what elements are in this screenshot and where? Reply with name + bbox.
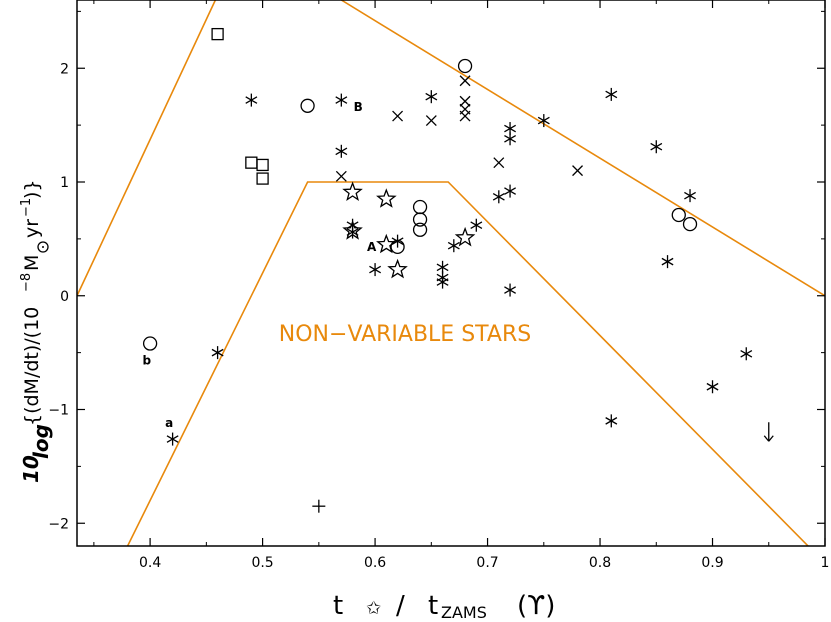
point-asterisk: [504, 132, 517, 146]
y-tick-label: −1: [48, 403, 69, 419]
point-asterisk: [436, 275, 449, 289]
point-square: [211, 27, 224, 41]
svg-text:/: /: [396, 591, 405, 621]
x-tick-label: 0.8: [589, 555, 611, 571]
point-circle: [142, 336, 158, 351]
point-label-B: B: [354, 100, 363, 114]
point-asterisk: [650, 140, 663, 154]
point-asterisk: [166, 432, 179, 446]
point-cross: [335, 170, 347, 182]
point-asterisk: [492, 190, 505, 204]
point-cross: [493, 157, 505, 169]
point-asterisk: [211, 346, 224, 360]
point-asterisk: [245, 93, 258, 107]
point-circle: [412, 222, 428, 237]
x-tick-label: 0.7: [476, 555, 498, 571]
plot-frame: [76, 0, 826, 547]
y-tick-label: 0: [60, 289, 69, 305]
x-tick-label: 0.6: [364, 555, 386, 571]
point-star: [342, 181, 363, 202]
point-asterisk: [605, 87, 618, 101]
x-tick-label: 0.9: [701, 555, 723, 571]
region-label-non-variable: NON−VARIABLE STARS: [279, 322, 531, 347]
point-cross: [459, 110, 471, 122]
point-asterisk: [684, 189, 696, 203]
point-label-a: a: [165, 416, 173, 430]
point-asterisk: [605, 414, 618, 428]
point-labels: B Ab a: [142, 100, 377, 430]
point-square: [245, 156, 258, 169]
point-asterisk: [661, 255, 674, 269]
point-asterisk: [504, 184, 517, 198]
point-asterisk: [706, 380, 719, 394]
point-asterisk: [740, 347, 753, 361]
point-down-arrow: [763, 422, 774, 442]
data-points: [142, 27, 774, 513]
point-asterisk: [470, 218, 483, 232]
point-circle: [671, 207, 686, 223]
point-star: [454, 226, 476, 247]
variability-boundaries: [77, 0, 825, 546]
boundary-line-3: [340, 0, 825, 297]
boundary-line-2: [126, 181, 809, 546]
boundary-line-1: [77, 0, 217, 297]
point-asterisk: [447, 239, 460, 253]
point-asterisk: [425, 90, 438, 104]
point-cross: [572, 165, 584, 177]
point-star: [376, 233, 397, 254]
svg-text:ZAMS: ZAMS: [441, 603, 487, 622]
y-axis-title: 10 log {(dM/dt)/(10 −8 M yr −1 )}: [19, 179, 53, 483]
point-cross: [459, 95, 471, 107]
point-circle: [300, 98, 315, 113]
point-star: [342, 220, 363, 240]
svg-text:)}: )}: [21, 179, 43, 199]
star-subscript-icon: ✩: [366, 598, 381, 619]
point-plus: [312, 499, 326, 513]
svg-text:−1: −1: [19, 198, 34, 217]
svg-text:log: log: [29, 424, 53, 459]
axis-ticks: 0.4 0.5 0.6 0.7 0.8 0.9 1 −2 −1 0 1 2: [48, 0, 829, 571]
point-star: [387, 258, 408, 279]
point-circle: [390, 239, 405, 254]
point-cross: [392, 110, 404, 122]
x-tick-label: 1: [821, 555, 830, 571]
point-asterisk: [335, 93, 348, 107]
y-tick-label: −2: [48, 516, 69, 532]
svg-text:10: 10: [19, 455, 43, 483]
svg-text:{(dM/dt)/(10: {(dM/dt)/(10: [21, 307, 43, 426]
svg-text:t: t: [333, 591, 343, 621]
point-label-A: A: [367, 240, 377, 254]
point-circle: [412, 212, 428, 227]
point-circle: [412, 199, 428, 215]
point-cross: [459, 75, 471, 87]
point-circle: [682, 216, 698, 232]
y-tick-label: 2: [60, 61, 69, 77]
svg-text:t: t: [428, 591, 438, 621]
upsilon-unit: (ϒ): [517, 591, 555, 621]
point-asterisk: [335, 144, 348, 158]
point-asterisk: [504, 283, 517, 297]
y-tick-label: 1: [60, 175, 69, 191]
point-square: [256, 172, 269, 185]
point-cross: [425, 115, 437, 127]
point-asterisk: [537, 114, 550, 128]
svg-text:yr: yr: [21, 219, 43, 238]
point-label-b: b: [142, 354, 151, 368]
point-circle: [457, 58, 473, 74]
point-square: [256, 158, 269, 172]
x-tick-label: 0.5: [251, 555, 273, 571]
x-tick-label: 0.4: [139, 555, 161, 571]
x-axis-title: t ✩ / t ZAMS (ϒ): [333, 591, 555, 622]
svg-text:M: M: [21, 255, 43, 271]
svg-text:−8: −8: [19, 273, 34, 292]
point-star: [376, 188, 397, 208]
point-asterisk: [369, 263, 382, 277]
